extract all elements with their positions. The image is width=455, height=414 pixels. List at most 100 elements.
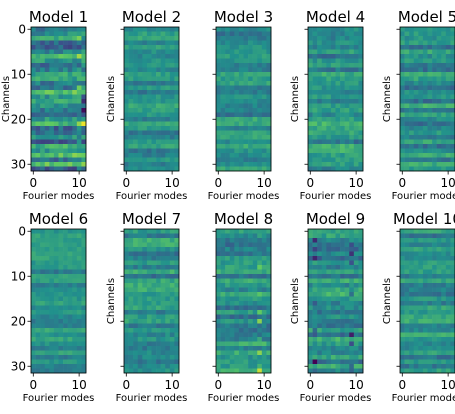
heatmap-cell [450,242,455,248]
heatmap-cell [165,103,171,109]
heatmap-cell [261,121,267,127]
heatmap-cell [413,27,419,32]
heatmap-cell [308,153,313,158]
heatmap-cell [44,319,50,324]
heatmap-cell [220,251,226,257]
heatmap-cell [234,247,240,252]
heatmap-cell [427,314,433,320]
heatmap-cell [422,287,428,293]
heatmap-cell [432,166,437,172]
heatmap-cell [137,117,143,122]
heatmap-cell [76,233,82,239]
heatmap-cell [128,328,134,333]
heatmap-cell [225,292,231,297]
heatmap-cell [124,337,129,342]
heatmap-cell [76,238,82,243]
heatmap-cell [344,27,350,32]
heatmap-cell [261,45,267,50]
heatmap-cell [35,126,41,131]
heatmap-cell [63,76,68,82]
heatmap-cell [436,256,442,261]
heatmap-cell [243,260,249,266]
heatmap-cell [49,130,55,136]
heatmap-cell [225,31,231,37]
heatmap-cell [40,72,46,77]
heatmap-cell [353,323,359,329]
heatmap-cell [321,85,327,91]
heatmap-cell [40,148,46,154]
heatmap-cell [248,305,253,311]
heatmap-cell [35,139,41,145]
heatmap-cell [427,247,433,252]
heatmap-cell [326,229,332,234]
heatmap-cell [156,162,161,167]
heatmap-cell [229,247,235,252]
heatmap-cell [151,310,157,315]
heatmap-cell [441,81,447,86]
heatmap-cell [344,305,350,311]
heatmap-cell [330,359,336,365]
heatmap-cell [353,54,359,59]
heatmap-cell [31,238,36,243]
heatmap-cell [308,58,313,64]
heatmap-cell [72,72,78,77]
heatmap-cell [257,126,263,131]
heatmap-cell [418,319,424,324]
heatmap-cell [169,328,175,333]
heatmap-cell [142,117,148,122]
heatmap-cell [257,103,263,109]
heatmap-cell [44,359,50,365]
heatmap-cell [445,350,451,356]
heatmap-cell [238,94,244,100]
heatmap-cell [404,117,410,122]
heatmap-cell [358,301,364,306]
heatmap-cell [220,148,226,154]
heatmap-cell [81,265,87,270]
heatmap-cell [445,260,451,266]
heatmap-cell [413,117,419,122]
heatmap-cell [128,314,134,320]
heatmap-cell [238,247,244,252]
y-tick-label: 30 [11,157,26,171]
heatmap-cell [63,67,68,73]
heatmap-cell [133,40,139,46]
heatmap-cell [44,67,50,73]
heatmap-cell [31,135,36,140]
heatmap-cell [53,229,59,234]
heatmap-cell [165,36,171,41]
heatmap-cell [44,126,50,131]
heatmap-cell [450,103,455,109]
heatmap-cell [445,314,451,320]
heatmap-cell [243,328,249,333]
heatmap-cell [49,310,55,315]
heatmap-cell [353,233,359,239]
heatmap-cell [234,328,240,333]
heatmap-cell [124,166,129,172]
heatmap-cell [335,76,341,82]
heatmap-cell [418,247,424,252]
heatmap-cell [137,296,143,302]
heatmap-cell [49,346,55,351]
heatmap-cell [308,40,313,46]
heatmap-cell [58,162,64,167]
heatmap-cell [225,40,231,46]
heatmap-cell [450,274,455,279]
heatmap-cell [436,233,442,239]
heatmap-cell [257,40,263,46]
heatmap-cell [124,76,129,82]
heatmap-cell [413,337,419,342]
heatmap-cell [243,90,249,95]
heatmap-cell [436,359,442,365]
heatmap-cell [308,166,313,172]
heatmap-cell [63,256,68,261]
heatmap-cell [229,305,235,311]
heatmap-cell [165,251,171,257]
heatmap-cell [238,368,244,374]
heatmap-cell [404,76,410,82]
y-tick-label: 0 [18,224,26,238]
heatmap-cell [220,54,226,59]
heatmap-cell [63,305,68,311]
heatmap-cell [124,144,129,149]
heatmap-cell [409,359,415,365]
